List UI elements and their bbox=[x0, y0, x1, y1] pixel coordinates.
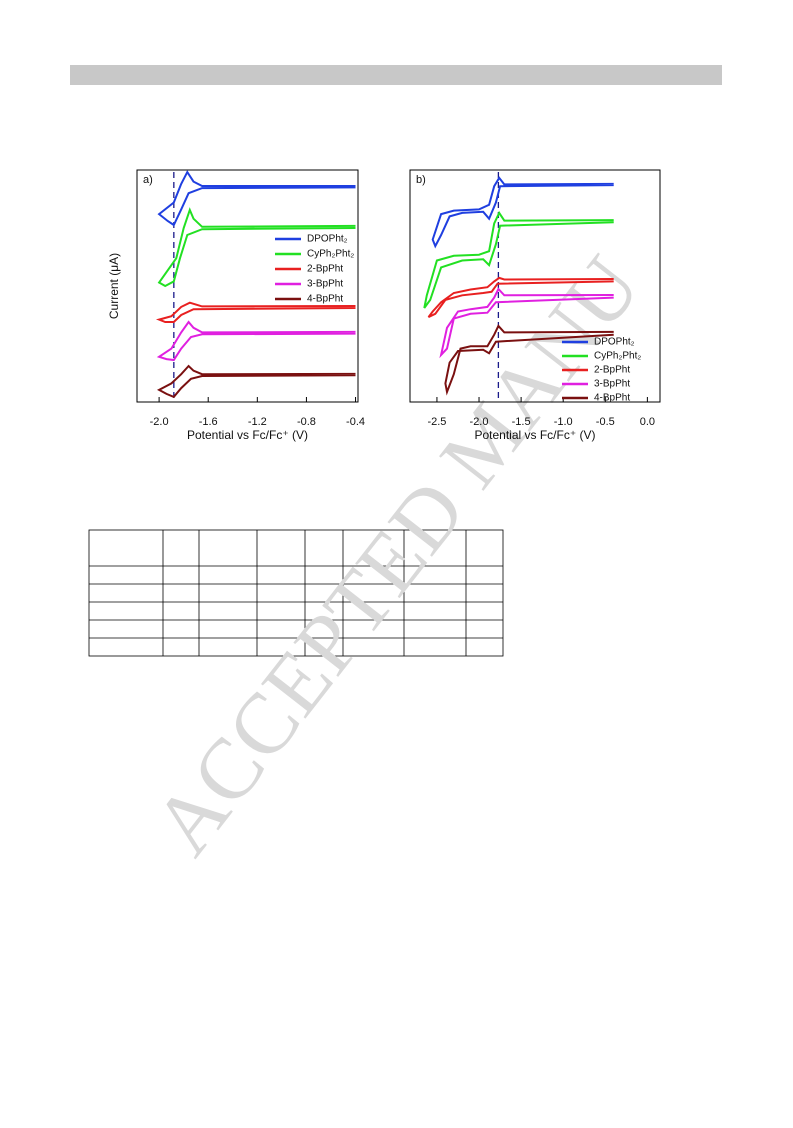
header-bar bbox=[70, 65, 722, 85]
cv-curve bbox=[427, 276, 614, 318]
legend-label: 4-BpPht bbox=[594, 393, 630, 404]
panel-label: b) bbox=[416, 174, 426, 186]
cv-curve bbox=[156, 364, 356, 399]
legend-label: 2-BpPht bbox=[594, 365, 630, 376]
cv-curve bbox=[431, 176, 614, 249]
x-tick-label: 0.0 bbox=[640, 416, 655, 428]
legend-label: 3-BpPht bbox=[594, 379, 630, 390]
table bbox=[88, 529, 504, 657]
legend-label: DPOPht₂ bbox=[594, 337, 635, 348]
cv-curve bbox=[423, 210, 614, 309]
x-tick-label: -2.0 bbox=[150, 416, 169, 428]
x-tick-label: -2.5 bbox=[427, 416, 446, 428]
legend-label: 3-BpPht bbox=[307, 279, 343, 290]
cv-curve bbox=[157, 207, 356, 288]
plot-frame bbox=[136, 169, 359, 403]
cv-curve bbox=[444, 324, 614, 396]
legend-label: 2-BpPht bbox=[307, 264, 343, 275]
plot-frame bbox=[409, 169, 661, 403]
legend-label: DPOPht₂ bbox=[307, 234, 348, 245]
x-tick-label: -0.8 bbox=[297, 416, 316, 428]
cv-curve bbox=[156, 320, 356, 362]
x-tick-label: -0.4 bbox=[346, 416, 365, 428]
legend-label: 4-BpPht bbox=[307, 294, 343, 305]
x-axis-label: Potential vs Fc/Fc⁺ (V) bbox=[474, 428, 595, 442]
panel-label: a) bbox=[143, 174, 153, 186]
cv-curve bbox=[155, 301, 356, 323]
legend-label: CyPh₂Pht₂ bbox=[594, 351, 641, 362]
x-tick-label: -1.5 bbox=[512, 416, 531, 428]
x-tick-label: -0.5 bbox=[596, 416, 615, 428]
x-tick-label: -1.6 bbox=[199, 416, 218, 428]
x-tick-label: -2.0 bbox=[470, 416, 489, 428]
cv-curve bbox=[157, 170, 356, 227]
cv-curve bbox=[439, 287, 614, 359]
y-axis-label: Current (μA) bbox=[107, 253, 121, 319]
x-axis-label: Potential vs Fc/Fc⁺ (V) bbox=[187, 428, 308, 442]
x-tick-label: -1.0 bbox=[554, 416, 573, 428]
legend-label: CyPh₂Pht₂ bbox=[307, 249, 354, 260]
x-tick-label: -1.2 bbox=[248, 416, 267, 428]
